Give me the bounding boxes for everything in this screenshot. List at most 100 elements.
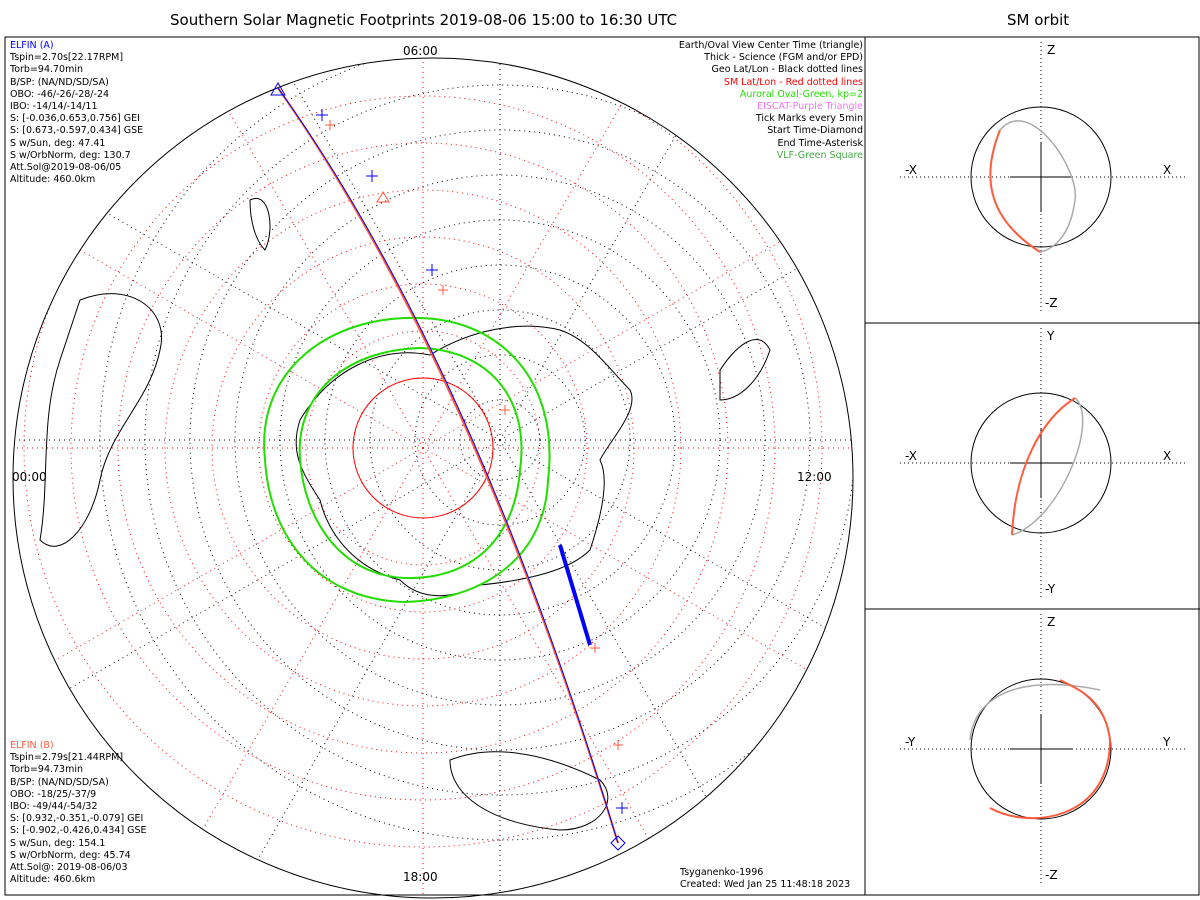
legend: Earth/Oval View Center Time (triangle) Th…	[679, 40, 863, 162]
orbit-axis-label-left: -X	[905, 163, 917, 177]
created-label: Created: Wed Jan 25 11:48:18 2023	[680, 879, 851, 891]
sm-lon-line	[13, 447, 424, 690]
orbit-axis-label-top: Z	[1047, 43, 1056, 57]
elfin-a-info: ELFIN (A) Tspin=2.70s[22.17RPM] Torb=94.7…	[10, 40, 143, 186]
coastline	[449, 751, 609, 831]
geo-lon-line	[13, 153, 501, 441]
elfin-a-info-line: IBO: -14/14/-14/11	[10, 101, 98, 113]
legend-item: Tick Marks every 5min	[755, 113, 863, 125]
orbit-axis-label-top: Z	[1047, 615, 1056, 629]
geo-lon-line	[499, 439, 764, 896]
orbit-track-gray	[999, 120, 1076, 253]
earth-circle	[970, 392, 1112, 534]
tick-mark	[613, 740, 623, 750]
sm-lat-circle	[164, 189, 682, 707]
earth-circle	[970, 106, 1112, 248]
orbit-axis-label-right: X	[1163, 163, 1172, 177]
orbit-frame	[864, 36, 1200, 896]
elfin-b-info-line: S w/Sun, deg: 154.1	[10, 837, 106, 849]
sm-lon-line	[13, 206, 424, 449]
tick-mark	[325, 120, 335, 130]
earth-cross	[1010, 714, 1072, 784]
elfin-b-info-line: Att.Sol@: 2019-08-06/03	[10, 862, 128, 874]
earth-cross	[1010, 428, 1072, 498]
mlt-label-06: 06:00	[403, 44, 438, 58]
footer: Tsyganenko-1996 Created: Wed Jan 25 11:4…	[680, 867, 850, 891]
sm-lat-circle	[70, 95, 776, 801]
earth-cross	[1010, 142, 1072, 212]
orbit-axis-label-top: Y	[1047, 329, 1055, 343]
legend-item: Thick - Science (FGM and/or EPD)	[704, 52, 863, 64]
elfin-a-info-line: B/SP: (NA/ND/SD/SA)	[10, 76, 109, 88]
geo-lon-line	[266, 58, 501, 441]
geo-lon-line	[236, 439, 501, 896]
science-segment	[558, 544, 592, 646]
elfin-a-info-line: Tspin=2.70s[22.17RPM]	[10, 52, 124, 64]
coastline	[39, 293, 162, 547]
tick-mark	[616, 802, 628, 814]
elfin-b-info-line: S w/OrbNorm, deg: 45.74	[10, 849, 131, 861]
geo-lon-line	[13, 439, 501, 727]
tick-mark	[366, 170, 378, 182]
legend-item: Start Time-Diamond	[767, 125, 863, 137]
sm-lat-circle	[23, 58, 823, 848]
orbit-track-red	[989, 679, 1112, 820]
legend-item: End Time-Asterisk	[777, 137, 863, 149]
auroral-oval-outer	[263, 316, 551, 604]
orbit-axis-label-right: Y	[1163, 735, 1171, 749]
mlt-label-12: 12:00	[797, 470, 832, 484]
elfin-a-info-line: Altitude: 460.0km	[10, 174, 96, 186]
elfin-b-track	[277, 87, 619, 844]
legend-item: VLF-Green Square	[776, 149, 863, 161]
elfin-b-triangle	[376, 191, 390, 203]
elfin-b-info-line: Torb=94.73min	[10, 764, 84, 776]
orbit-axis-label-bottom: -Y	[1045, 582, 1056, 596]
elfin-a-name: ELFIN (A)	[10, 40, 54, 51]
geo-lon-line	[499, 439, 853, 652]
orbit-axis-label-bottom: -Z	[1045, 868, 1058, 882]
coastline	[295, 325, 633, 597]
mlt-label-18: 18:00	[403, 870, 438, 884]
orbit-track-gray	[969, 683, 1101, 741]
elfin-a-info-line: OBO: -46/-26/-28/-24	[10, 88, 110, 100]
start-diamond	[610, 835, 626, 851]
elfin-b-info-line: Altitude: 460.6km	[10, 874, 96, 886]
elfin-b-info-line: S: [0.932,-0.351,-0.079] GEI	[10, 813, 144, 825]
sm-lon-line	[422, 447, 853, 704]
sm-lon-line	[164, 447, 424, 896]
elfin-b-info-line: IBO: -49/44/-54/32	[10, 801, 98, 813]
map-group	[13, 58, 853, 896]
elfin-a-info-line: S w/Sun, deg: 47.41	[10, 137, 106, 149]
coastline	[719, 339, 771, 401]
elfin-b-info-line: Tspin=2.79s[21.44RPM]	[10, 752, 124, 764]
geo-lon-line	[499, 228, 853, 441]
tick-mark	[500, 405, 510, 415]
legend-item: EISCAT-Purple Triangle	[757, 101, 863, 113]
legend-item: Auroral Oval-Green, kp=2	[739, 88, 863, 100]
elfin-a-info-line: Torb=94.70min	[10, 64, 84, 76]
mlt-label-00: 00:00	[12, 470, 47, 484]
orbit-axis-label-left: -X	[905, 449, 917, 463]
orbit-track-red	[989, 129, 1041, 253]
sm-lon-line	[422, 192, 853, 449]
legend-item: Earth/Oval View Center Time (triangle)	[678, 40, 863, 51]
coastline	[249, 197, 271, 251]
sm-lat-circle	[258, 283, 588, 613]
auroral-oval-inner	[298, 346, 523, 580]
elfin-a-info-line: S: [-0.036,0.653,0.756] GEI	[10, 113, 140, 125]
orbit-track-gray	[1011, 397, 1084, 536]
plot-title: Southern Solar Magnetic Footprints 2019-…	[170, 11, 678, 29]
legend-item: Geo Lat/Lon - Black dotted lines	[711, 64, 863, 76]
tick-mark	[316, 109, 328, 121]
orbit-axis-label-right: X	[1163, 449, 1172, 463]
elfin-a-info-line: Att.Sol@2019-08-06/05	[10, 162, 122, 174]
orbit-track-red	[1011, 397, 1076, 536]
elfin-b-info-line: B/SP: (NA/ND/SD/SA)	[10, 776, 109, 788]
tick-mark	[590, 643, 600, 653]
elfin-a-track	[277, 87, 619, 844]
orbit-axis-label-bottom: -Z	[1045, 296, 1058, 310]
sm-lon-line	[422, 58, 661, 449]
sm-lon-line	[422, 447, 682, 896]
sm-lat-circle	[305, 330, 541, 566]
